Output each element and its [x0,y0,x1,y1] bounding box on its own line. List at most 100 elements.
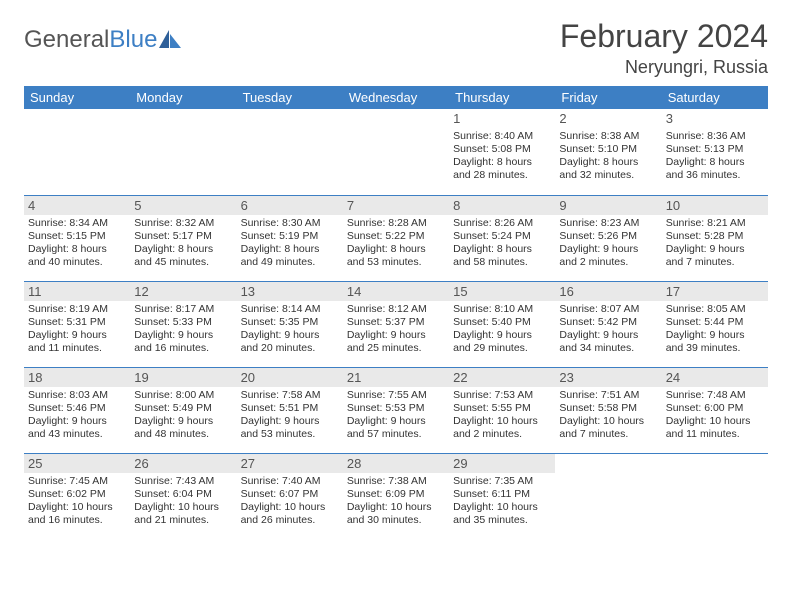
day-details: Sunrise: 8:17 AMSunset: 5:33 PMDaylight:… [134,303,232,356]
calendar-cell: 25 Sunrise: 7:45 AMSunset: 6:02 PMDayligh… [24,453,130,539]
day-number: 28 [347,456,445,471]
day-number: 24 [666,370,764,385]
header: GeneralBlue February 2024 Neryungri, Rus… [24,18,768,78]
calendar-cell: 8Sunrise: 8:26 AMSunset: 5:24 PMDaylight… [449,195,555,281]
calendar-cell [343,109,449,195]
calendar-cell: 19Sunrise: 8:00 AMSunset: 5:49 PMDayligh… [130,367,236,453]
day-number: 18 [28,370,126,385]
calendar-cell: 26 Sunrise: 7:43 AMSunset: 6:04 PMDayligh… [130,453,236,539]
brand-part2: Blue [109,26,157,53]
month-title: February 2024 [560,18,768,55]
calendar-week: 18Sunrise: 8:03 AMSunset: 5:46 PMDayligh… [24,367,768,453]
day-header: Friday [555,86,661,109]
calendar-week: 11 Sunrise: 8:19 AMSunset: 5:31 PMDayligh… [24,281,768,367]
day-number: 23 [559,370,657,385]
day-details: Sunrise: 8:40 AMSunset: 5:08 PMDaylight:… [453,130,551,183]
day-number: 5 [134,198,232,213]
calendar-cell: 5 Sunrise: 8:32 AMSunset: 5:17 PMDaylight… [130,195,236,281]
day-number: 13 [241,284,339,299]
day-details: Sunrise: 7:45 AMSunset: 6:02 PMDaylight:… [28,475,126,528]
day-details: Sunrise: 8:34 AMSunset: 5:15 PMDaylight:… [28,217,126,270]
day-details: Sunrise: 8:36 AMSunset: 5:13 PMDaylight:… [666,130,764,183]
day-number: 14 [347,284,445,299]
day-header: Saturday [662,86,768,109]
calendar-header-row: SundayMondayTuesdayWednesdayThursdayFrid… [24,86,768,109]
day-number: 25 [28,456,126,471]
calendar-cell: 1Sunrise: 8:40 AMSunset: 5:08 PMDaylight… [449,109,555,195]
day-details: Sunrise: 7:48 AMSunset: 6:00 PMDaylight:… [666,389,764,442]
calendar-cell: 18Sunrise: 8:03 AMSunset: 5:46 PMDayligh… [24,367,130,453]
day-number: 3 [666,111,764,126]
calendar-cell [555,453,661,539]
day-number: 6 [241,198,339,213]
day-details: Sunrise: 7:40 AMSunset: 6:07 PMDaylight:… [241,475,339,528]
day-details: Sunrise: 8:26 AMSunset: 5:24 PMDaylight:… [453,217,551,270]
calendar-cell: 24 Sunrise: 7:48 AMSunset: 6:00 PMDayligh… [662,367,768,453]
day-details: Sunrise: 7:43 AMSunset: 6:04 PMDaylight:… [134,475,232,528]
day-number: 11 [28,284,126,299]
day-number: 12 [134,284,232,299]
day-number: 10 [666,198,764,213]
calendar-cell: 7 Sunrise: 8:28 AMSunset: 5:22 PMDaylight… [343,195,449,281]
day-number: 4 [28,198,126,213]
day-number: 21 [347,370,445,385]
calendar-cell: 11 Sunrise: 8:19 AMSunset: 5:31 PMDayligh… [24,281,130,367]
day-details: Sunrise: 8:23 AMSunset: 5:26 PMDaylight:… [559,217,657,270]
calendar-cell: 27 Sunrise: 7:40 AMSunset: 6:07 PMDayligh… [237,453,343,539]
calendar-cell: 9 Sunrise: 8:23 AMSunset: 5:26 PMDaylight… [555,195,661,281]
day-number: 27 [241,456,339,471]
calendar-cell: 22 Sunrise: 7:53 AMSunset: 5:55 PMDayligh… [449,367,555,453]
calendar-cell: 21 Sunrise: 7:55 AMSunset: 5:53 PMDayligh… [343,367,449,453]
day-details: Sunrise: 8:28 AMSunset: 5:22 PMDaylight:… [347,217,445,270]
day-number: 26 [134,456,232,471]
calendar-cell: 16Sunrise: 8:07 AMSunset: 5:42 PMDayligh… [555,281,661,367]
day-number: 19 [134,370,232,385]
day-details: Sunrise: 8:12 AMSunset: 5:37 PMDaylight:… [347,303,445,356]
day-number: 22 [453,370,551,385]
day-details: Sunrise: 8:05 AMSunset: 5:44 PMDaylight:… [666,303,764,356]
day-number: 2 [559,111,657,126]
day-number: 17 [666,284,764,299]
calendar-cell: 12 Sunrise: 8:17 AMSunset: 5:33 PMDayligh… [130,281,236,367]
calendar-week: 4 Sunrise: 8:34 AMSunset: 5:15 PMDaylight… [24,195,768,281]
day-details: Sunrise: 7:58 AMSunset: 5:51 PMDaylight:… [241,389,339,442]
day-number: 20 [241,370,339,385]
day-header: Monday [130,86,236,109]
day-details: Sunrise: 7:53 AMSunset: 5:55 PMDaylight:… [453,389,551,442]
day-header: Sunday [24,86,130,109]
calendar-cell [24,109,130,195]
day-number: 9 [559,198,657,213]
calendar-cell: 17 Sunrise: 8:05 AMSunset: 5:44 PMDayligh… [662,281,768,367]
day-details: Sunrise: 8:19 AMSunset: 5:31 PMDaylight:… [28,303,126,356]
brand-logo: GeneralBlue [24,18,185,54]
day-details: Sunrise: 7:51 AMSunset: 5:58 PMDaylight:… [559,389,657,442]
calendar-table: SundayMondayTuesdayWednesdayThursdayFrid… [24,86,768,539]
day-details: Sunrise: 8:30 AMSunset: 5:19 PMDaylight:… [241,217,339,270]
calendar-cell: 15Sunrise: 8:10 AMSunset: 5:40 PMDayligh… [449,281,555,367]
day-details: Sunrise: 8:32 AMSunset: 5:17 PMDaylight:… [134,217,232,270]
day-details: Sunrise: 8:38 AMSunset: 5:10 PMDaylight:… [559,130,657,183]
calendar-cell: 29 Sunrise: 7:35 AMSunset: 6:11 PMDayligh… [449,453,555,539]
day-header: Tuesday [237,86,343,109]
day-details: Sunrise: 7:35 AMSunset: 6:11 PMDaylight:… [453,475,551,528]
day-details: Sunrise: 8:21 AMSunset: 5:28 PMDaylight:… [666,217,764,270]
calendar-week: 25 Sunrise: 7:45 AMSunset: 6:02 PMDayligh… [24,453,768,539]
calendar-cell: 3 Sunrise: 8:36 AMSunset: 5:13 PMDaylight… [662,109,768,195]
brand-part1: General [24,26,109,53]
day-number: 15 [453,284,551,299]
day-number: 29 [453,456,551,471]
calendar-cell: 14 Sunrise: 8:12 AMSunset: 5:37 PMDayligh… [343,281,449,367]
day-header: Wednesday [343,86,449,109]
title-block: February 2024 Neryungri, Russia [560,18,768,78]
calendar-cell: 28Sunrise: 7:38 AMSunset: 6:09 PMDayligh… [343,453,449,539]
calendar-cell: 6 Sunrise: 8:30 AMSunset: 5:19 PMDaylight… [237,195,343,281]
calendar-cell: 13Sunrise: 8:14 AMSunset: 5:35 PMDayligh… [237,281,343,367]
location-label: Neryungri, Russia [560,57,768,78]
day-number: 7 [347,198,445,213]
calendar-cell: 10 Sunrise: 8:21 AMSunset: 5:28 PMDayligh… [662,195,768,281]
calendar-cell: 20 Sunrise: 7:58 AMSunset: 5:51 PMDayligh… [237,367,343,453]
day-details: Sunrise: 7:55 AMSunset: 5:53 PMDaylight:… [347,389,445,442]
calendar-cell [662,453,768,539]
calendar-cell: 4 Sunrise: 8:34 AMSunset: 5:15 PMDaylight… [24,195,130,281]
calendar-cell: 23 Sunrise: 7:51 AMSunset: 5:58 PMDayligh… [555,367,661,453]
